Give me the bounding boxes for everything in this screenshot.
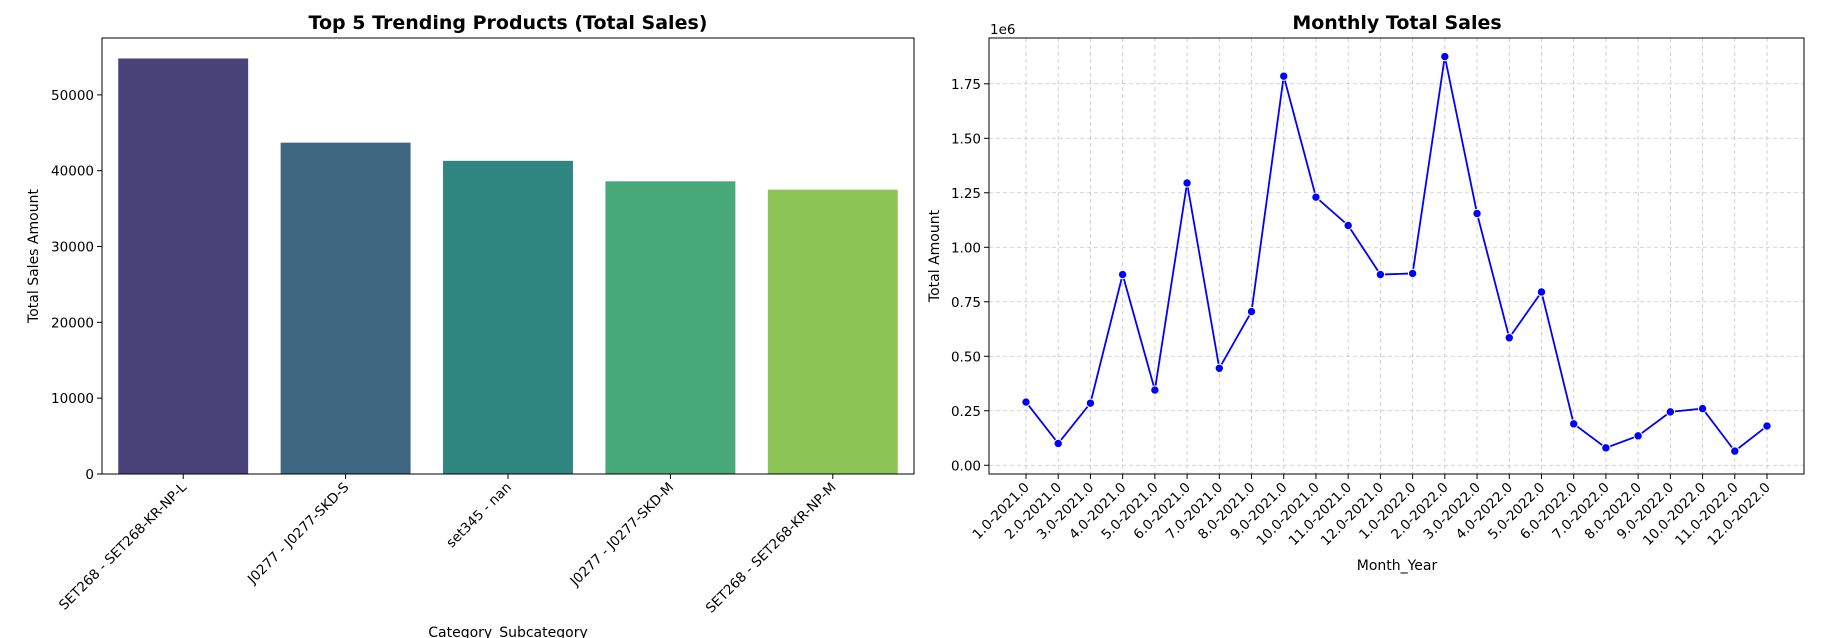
data-point [1375, 269, 1386, 280]
line-chart-title: Monthly Total Sales [1292, 12, 1501, 34]
data-point [1021, 397, 1031, 407]
y-tick-label: 40000 [51, 164, 94, 180]
bar-chart-title: Top 5 Trending Products (Total Sales) [309, 12, 708, 34]
bar [118, 58, 249, 474]
y-tick-label: 0.25 [951, 404, 981, 420]
data-point [1440, 51, 1450, 62]
data-point [1697, 403, 1708, 414]
bar-chart-ylabel: Total Sales Amount [26, 189, 42, 324]
bar-x-ticks: SET268 - SET268-KR-NP-L J0277 - J0277-SKD… [56, 474, 840, 616]
y-tick-label: 0.75 [951, 295, 981, 311]
data-point [1407, 268, 1418, 279]
line-marks [1021, 51, 1772, 456]
bar [280, 142, 411, 474]
x-tick-label: J0277 - J0277-SKD-S [244, 480, 352, 588]
data-point [1053, 438, 1063, 449]
x-tick-label: SET268 - SET268-KR-NP-L [56, 479, 190, 613]
bar-chart-xlabel: Category_Subcategory [428, 625, 587, 638]
x-tick-label: SET268 - SET268-KR-NP-M [703, 480, 840, 617]
y-tick-label: 1.00 [951, 240, 981, 256]
data-point [1311, 192, 1321, 202]
data-point [1343, 220, 1353, 231]
y-tick-label: 10000 [51, 391, 94, 407]
y-tick-label: 1.75 [951, 77, 981, 93]
line-y-offset-label: 1e6 [990, 22, 1015, 38]
x-tick-label: J0277 - J0277-SKD-M [567, 480, 678, 591]
line-chart: Monthly Total Sales 0.00 0.25 0.50 0.75 1.00… [927, 12, 1805, 574]
y-tick-label: 0.00 [951, 458, 981, 474]
data-point [1472, 208, 1482, 219]
data-point [1568, 419, 1579, 429]
bar-y-ticks: 0 10000 20000 30000 40000 50000 [51, 88, 102, 483]
y-tick-label: 0.50 [951, 349, 981, 365]
line-chart-ylabel: Total Amount [927, 209, 943, 303]
bar [767, 189, 898, 475]
data-point [1601, 443, 1611, 453]
bar-chart: Top 5 Trending Products (Total Sales) 0 1… [26, 12, 915, 638]
line-grid [989, 38, 1804, 474]
y-tick-label: 30000 [51, 240, 94, 256]
line-chart-xlabel: Month_Year [1357, 558, 1438, 574]
line-x-ticks: 1.0-2021.02.0-2021.03.0-2021.04.0-2021.0… [969, 474, 1774, 549]
data-point [1536, 287, 1547, 297]
data-point [1246, 306, 1257, 317]
data-point [1504, 333, 1514, 343]
y-tick-label: 20000 [51, 315, 94, 331]
y-tick-label: 1.50 [951, 131, 981, 147]
data-point [1279, 71, 1289, 81]
data-point [1633, 431, 1643, 441]
data-point [1150, 385, 1160, 395]
data-point [1665, 407, 1676, 417]
line-y-ticks: 0.00 0.25 0.50 0.75 1.00 1.25 1.50 1.75 [951, 77, 989, 474]
line-chart-frame [988, 37, 1805, 475]
data-point [1117, 269, 1128, 280]
data-point [1762, 421, 1772, 431]
bar [443, 160, 573, 474]
bar-marks [118, 58, 898, 475]
data-point [1214, 363, 1225, 373]
y-tick-label: 0 [85, 467, 94, 483]
x-tick-label: set345 - nan [443, 480, 515, 552]
data-point [1182, 178, 1192, 188]
data-point [1085, 398, 1096, 408]
data-point [1730, 446, 1740, 456]
series-line [1025, 56, 1768, 453]
y-tick-label: 1.25 [951, 186, 981, 202]
y-tick-label: 50000 [51, 88, 94, 104]
bar [605, 181, 736, 474]
